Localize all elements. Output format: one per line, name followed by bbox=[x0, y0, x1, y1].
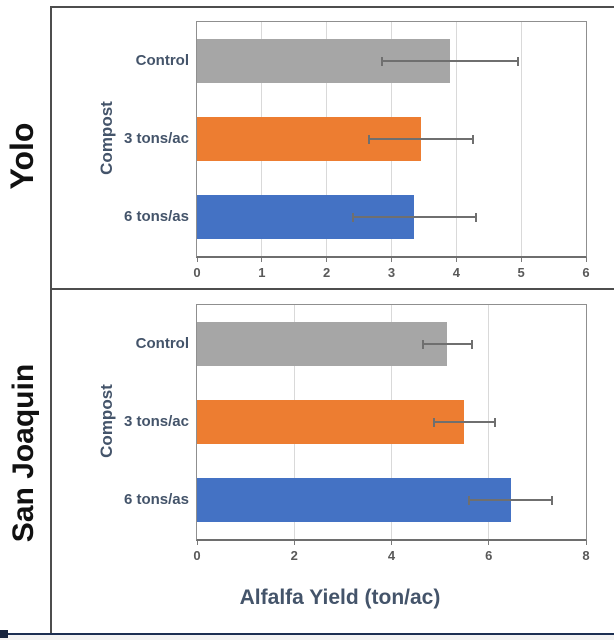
error-bar-cap-left-6-tons-as bbox=[468, 495, 471, 505]
error-bar-cap-right-6-tons-as bbox=[550, 495, 553, 505]
x-tick-label-6: 6 bbox=[485, 548, 493, 563]
error-bar-3-tons-ac bbox=[434, 421, 495, 423]
error-bar-cap-right-6-tons-as bbox=[474, 212, 477, 222]
error-bar-cap-right-3-tons-ac bbox=[471, 134, 474, 144]
x-tick-label-2: 2 bbox=[323, 265, 331, 280]
error-bar-cap-left-control bbox=[422, 339, 425, 349]
x-tick-label-5: 5 bbox=[517, 265, 525, 280]
category-label-6-tons-as: 6 tons/as bbox=[123, 491, 189, 508]
category-label-3-tons-ac: 3 tons/ac bbox=[123, 130, 189, 147]
x-tick-mark-1 bbox=[261, 258, 263, 262]
x-tick-mark-4 bbox=[455, 258, 457, 262]
x-tick-label-1: 1 bbox=[258, 265, 266, 280]
category-label-control: Control bbox=[135, 52, 189, 69]
error-bar-cap-left-3-tons-ac bbox=[433, 417, 436, 427]
bar-3-tons-ac bbox=[197, 400, 465, 444]
plot-area-yolo: Control 3 tons/ac 6 tons/as 0 1 2 3 4 5 6 bbox=[124, 21, 590, 280]
x-tick-mark-6 bbox=[585, 258, 587, 262]
x-tick-label-8: 8 bbox=[582, 548, 590, 563]
x-tick-label-4: 4 bbox=[452, 265, 460, 280]
error-bar-cap-right-3-tons-ac bbox=[493, 417, 496, 427]
x-tick-label-2: 2 bbox=[290, 548, 298, 563]
panel-border-left bbox=[50, 6, 52, 633]
error-bar-6-tons-as bbox=[352, 216, 476, 218]
x-axis-title: Alfalfa Yield (ton/ac) bbox=[239, 586, 441, 609]
x-tick-mark-0 bbox=[196, 258, 198, 262]
category-label-3-tons-ac: 3 tons/ac bbox=[123, 413, 189, 430]
error-bar-cap-right-control bbox=[516, 56, 519, 66]
category-label-6-tons-as: 6 tons/as bbox=[123, 208, 189, 225]
window-bottom-edge bbox=[0, 633, 614, 635]
category-label-control: Control bbox=[135, 335, 189, 352]
gridline-5 bbox=[520, 22, 522, 256]
error-bar-3-tons-ac bbox=[368, 138, 473, 140]
window-corner-notch bbox=[0, 630, 8, 638]
window-bottom-margin bbox=[0, 635, 614, 640]
x-tick-label-6: 6 bbox=[582, 265, 590, 280]
bar-6-tons-as bbox=[197, 478, 511, 522]
error-bar-control bbox=[381, 60, 518, 62]
x-tick-label-4: 4 bbox=[387, 548, 396, 563]
x-tick-mark-2 bbox=[293, 541, 295, 545]
x-tick-mark-0 bbox=[196, 541, 198, 545]
error-bar-cap-right-control bbox=[470, 339, 473, 349]
error-bar-control bbox=[423, 343, 472, 345]
x-tick-label-0: 0 bbox=[193, 265, 201, 280]
error-bar-cap-left-6-tons-as bbox=[351, 212, 354, 222]
bar-control bbox=[197, 322, 448, 366]
error-bar-cap-left-control bbox=[380, 56, 383, 66]
panel-divider bbox=[50, 288, 614, 290]
x-tick-label-3: 3 bbox=[387, 265, 396, 280]
plot-area-san-joaquin: Control 3 tons/ac 6 tons/as 0 2 4 6 8 bbox=[124, 304, 590, 563]
row-label-san-joaquin: San Joaquin bbox=[7, 363, 40, 543]
x-tick-mark-5 bbox=[520, 258, 522, 262]
x-tick-label-0: 0 bbox=[193, 548, 201, 563]
x-tick-mark-2 bbox=[326, 258, 328, 262]
x-tick-mark-3 bbox=[391, 258, 392, 262]
error-bar-6-tons-as bbox=[469, 499, 552, 501]
x-tick-mark-6 bbox=[488, 541, 490, 545]
x-tick-mark-8 bbox=[585, 541, 587, 545]
panel-border-top bbox=[50, 6, 614, 8]
row-label-yolo: Yolo bbox=[4, 122, 40, 190]
x-tick-mark-4 bbox=[391, 541, 392, 545]
error-bar-cap-left-3-tons-ac bbox=[367, 134, 370, 144]
